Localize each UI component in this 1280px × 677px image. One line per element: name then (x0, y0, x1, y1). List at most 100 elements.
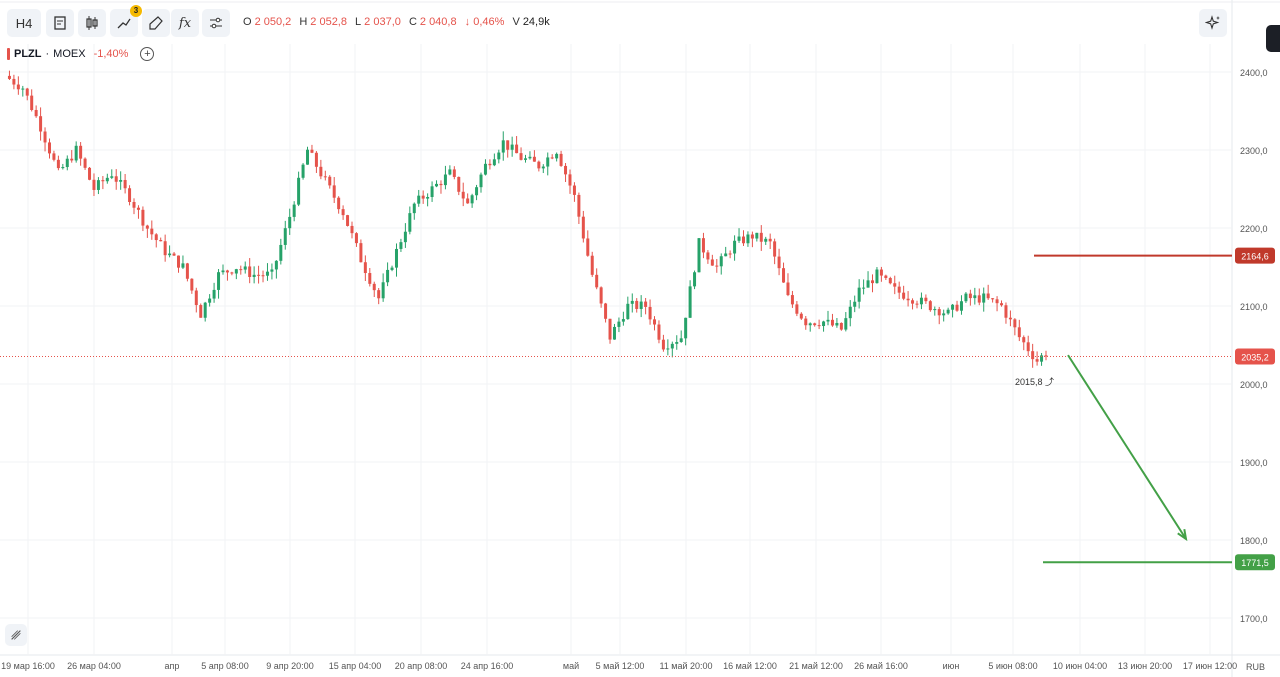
down-candle (421, 190, 425, 204)
candle-body (617, 321, 621, 327)
candle-body (537, 161, 541, 169)
down-candle (581, 210, 585, 243)
candle-body (439, 183, 443, 186)
up-candle (110, 169, 114, 180)
side-panel-tab[interactable] (1266, 25, 1280, 52)
time-tick-label: июн (943, 661, 960, 671)
up-candle (279, 238, 283, 265)
up-candle (234, 268, 238, 280)
add-symbol-icon[interactable]: + (140, 47, 155, 61)
candle-body (911, 300, 915, 304)
candle-body (959, 301, 963, 311)
candle-body (61, 167, 65, 169)
candle-body (804, 318, 808, 326)
candle-body (621, 319, 625, 322)
down-candle (1044, 350, 1048, 361)
candle-body (799, 313, 803, 319)
ruler-icon (11, 630, 21, 640)
up-candle (612, 323, 616, 340)
indicators-button[interactable]: 3 (110, 5, 142, 37)
low-marker-label: 2015,8 ⤴ (1015, 376, 1054, 387)
candle-body (92, 179, 96, 190)
candle-body (684, 317, 688, 339)
candle-body (590, 255, 594, 275)
candle-body (835, 322, 839, 326)
candle-body (274, 260, 278, 270)
down-candle (70, 150, 74, 163)
candle-body (110, 176, 114, 178)
up-candle (203, 301, 207, 322)
interval-button[interactable]: H4 (7, 9, 41, 37)
daily-change: -1,40% (93, 48, 129, 60)
time-tick-label: 9 апр 20:00 (266, 661, 313, 671)
time-tick-label: май (563, 661, 579, 671)
candle-body (888, 278, 892, 284)
candle-body (524, 158, 527, 160)
up-candle (541, 164, 545, 174)
candle-body (83, 158, 87, 168)
chart-type-button[interactable] (46, 9, 74, 37)
open-label: O (243, 16, 252, 28)
down-candle (644, 297, 648, 315)
candle-body (230, 272, 234, 274)
down-candle (768, 233, 772, 250)
ai-button[interactable] (1199, 9, 1227, 37)
up-candle (670, 341, 674, 358)
symbol-legend[interactable]: PLZL · MOEX -1,40% + (7, 47, 155, 61)
candle-body (528, 156, 532, 159)
up-candle (617, 317, 621, 333)
candle-body (839, 322, 843, 330)
down-candle (782, 262, 786, 283)
up-candle (403, 223, 407, 248)
candle-body (844, 318, 848, 330)
candle-body (777, 256, 781, 269)
up-candle (412, 202, 416, 220)
candle-body (297, 177, 301, 205)
settings-button[interactable] (202, 9, 230, 37)
last-price-label: 2035,2 (1241, 353, 1269, 363)
price-tick-label: 2300,0 (1240, 146, 1268, 156)
down-candle (319, 159, 323, 180)
down-candle (363, 255, 367, 281)
candle-body (114, 176, 118, 182)
up-candle (243, 261, 247, 274)
candles-button[interactable] (78, 9, 106, 37)
candle-body (501, 140, 505, 153)
candle-body (443, 174, 447, 186)
down-candle (323, 170, 327, 181)
down-candle (136, 205, 140, 219)
up-candle (435, 180, 439, 188)
candle-body (79, 145, 83, 159)
time-tick-label: апр (165, 661, 180, 671)
up-candle (555, 152, 559, 162)
up-candle (288, 208, 292, 235)
candle-body (479, 174, 483, 188)
up-candle (297, 171, 301, 207)
formula-button[interactable]: fx (171, 9, 199, 37)
up-candle (448, 165, 452, 176)
candle-body (43, 131, 47, 143)
down-candle (132, 198, 136, 215)
up-candle (724, 246, 728, 257)
candle-body (248, 266, 252, 277)
down-candle (239, 265, 243, 275)
down-candle (777, 248, 781, 276)
time-tick-label: 21 май 12:00 (789, 661, 843, 671)
drawing-button[interactable] (142, 9, 170, 37)
down-candle (608, 318, 612, 344)
candle-body (951, 304, 955, 310)
open-value: 2 050,2 (254, 16, 292, 28)
candle-body (497, 152, 501, 160)
drawing-tools-toggle[interactable] (5, 624, 27, 646)
down-candle (346, 214, 350, 227)
up-candle (959, 295, 963, 315)
price-tick-label: 2100,0 (1240, 302, 1268, 312)
down-candle (154, 233, 158, 248)
high-label: H (299, 16, 308, 28)
candle-body (644, 301, 648, 307)
up-candle (822, 320, 826, 332)
up-candle (217, 269, 221, 299)
candle-body (212, 289, 216, 299)
time-tick-label: 16 май 12:00 (723, 661, 777, 671)
